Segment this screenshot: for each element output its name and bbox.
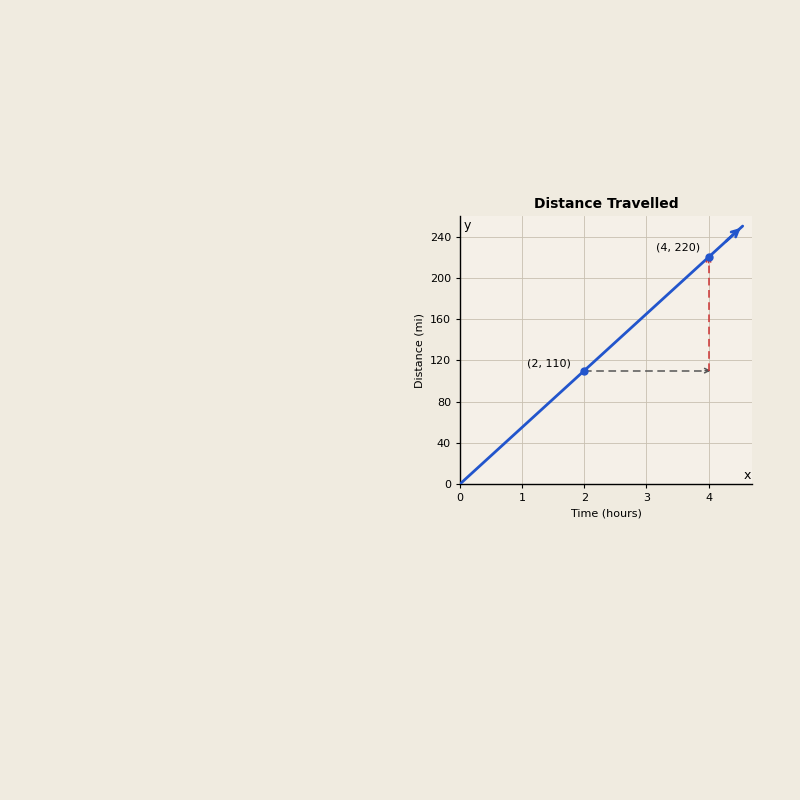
Y-axis label: Distance (mi): Distance (mi) xyxy=(414,313,424,387)
Text: y: y xyxy=(464,219,471,232)
Text: x: x xyxy=(743,469,750,482)
Text: (2, 110): (2, 110) xyxy=(527,358,571,369)
X-axis label: Time (hours): Time (hours) xyxy=(570,509,642,518)
Title: Distance Travelled: Distance Travelled xyxy=(534,197,678,210)
Text: (4, 220): (4, 220) xyxy=(656,242,700,252)
